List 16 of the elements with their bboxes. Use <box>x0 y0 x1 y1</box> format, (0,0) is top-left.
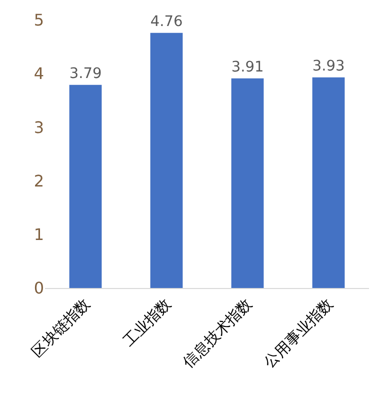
x-tick-label: 工业指数 <box>119 294 175 350</box>
data-label: 3.93 <box>312 58 345 74</box>
x-tick-label: 公用事业指数 <box>260 294 337 372</box>
data-label: 3.79 <box>69 66 102 82</box>
bar <box>312 77 345 288</box>
data-label: 3.91 <box>231 60 264 76</box>
y-tick-label: 5 <box>34 10 44 30</box>
x-tick-label: 信息技术指数 <box>179 294 256 372</box>
y-tick-label: 3 <box>34 118 44 137</box>
y-tick-label: 4 <box>34 64 44 84</box>
data-label: 4.76 <box>150 14 183 30</box>
y-tick-label: 2 <box>34 171 44 190</box>
y-tick-label: 1 <box>34 225 44 244</box>
bar <box>231 78 264 288</box>
bar <box>69 84 102 288</box>
bar <box>150 32 183 288</box>
